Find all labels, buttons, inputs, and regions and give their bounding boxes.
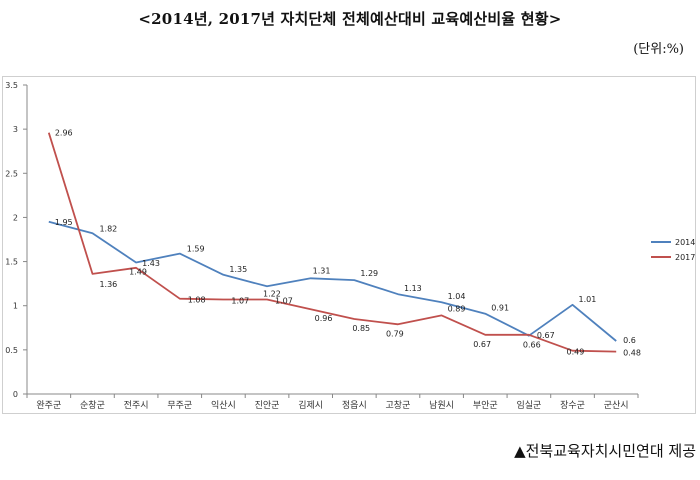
data-label: 0.91 bbox=[491, 304, 509, 313]
data-label: 0.66 bbox=[523, 341, 541, 350]
credit-text: ▲전북교육자치시민연대 제공 bbox=[514, 442, 696, 460]
data-label: 0.85 bbox=[352, 324, 370, 333]
y-tick-label: 1 bbox=[13, 302, 18, 311]
legend-label: 2017 bbox=[675, 253, 695, 262]
y-tick-label: 2.5 bbox=[5, 169, 18, 178]
x-tick-label: 정읍시 bbox=[342, 400, 367, 411]
data-label: 1.29 bbox=[360, 269, 378, 278]
data-label: 0.79 bbox=[386, 329, 404, 338]
y-tick-label: 0 bbox=[13, 390, 18, 399]
y-tick-label: 3 bbox=[13, 125, 18, 134]
chart-frame: 0 0.5 1 1.5 2 2.5 3 3.5 완주군 순창군 전주시 무주군 익산시 진안군 김제시 정읍시… bbox=[2, 76, 696, 414]
y-tick-label: 3.5 bbox=[5, 81, 18, 90]
data-label: 0.48 bbox=[623, 349, 641, 358]
data-label: 0.6 bbox=[623, 336, 636, 345]
x-tick-label: 진안군 bbox=[255, 400, 280, 411]
data-label: 1.95 bbox=[55, 218, 73, 227]
data-label: 1.59 bbox=[187, 245, 205, 254]
data-label: 1.49 bbox=[129, 267, 147, 276]
data-label: 1.13 bbox=[404, 284, 422, 293]
series-line-2017 bbox=[47, 132, 617, 353]
data-label: 1.35 bbox=[229, 265, 247, 274]
x-tick-label: 장수군 bbox=[560, 400, 585, 411]
data-label: 0.49 bbox=[567, 348, 585, 357]
x-tick-label: 전주시 bbox=[124, 400, 149, 411]
data-label: 1.22 bbox=[263, 289, 281, 298]
page-title: <2014년, 2017년 자치단체 전체예산대비 교육예산비율 현황> bbox=[138, 10, 562, 28]
data-label: 0.67 bbox=[473, 340, 491, 349]
data-label: 1.36 bbox=[99, 280, 117, 289]
x-tick-label: 남원시 bbox=[429, 400, 454, 411]
x-tick-label: 부안군 bbox=[473, 400, 498, 411]
data-label: 0.67 bbox=[537, 331, 555, 340]
data-label: 1.31 bbox=[313, 266, 331, 275]
data-label: 1.07 bbox=[275, 297, 293, 306]
data-label: 1.08 bbox=[188, 296, 206, 305]
data-label: 0.89 bbox=[448, 304, 466, 313]
series-line-2014 bbox=[48, 220, 617, 342]
y-tick-label: 0.5 bbox=[5, 346, 18, 355]
x-tick-label: 임실군 bbox=[516, 399, 541, 411]
data-label: 1.43 bbox=[142, 259, 160, 268]
x-tick-label: 군산시 bbox=[604, 400, 629, 411]
x-tick-label: 무주군 bbox=[167, 400, 192, 411]
data-label: 2.96 bbox=[55, 129, 73, 138]
x-tick-label: 김제시 bbox=[298, 399, 323, 411]
x-tick-label: 순창군 bbox=[80, 400, 105, 411]
data-label: 1.07 bbox=[231, 297, 249, 306]
legend-label: 2014 bbox=[675, 238, 695, 247]
data-label: 0.96 bbox=[315, 314, 333, 323]
data-label: 1.82 bbox=[99, 224, 117, 233]
line-chart: 0 0.5 1 1.5 2 2.5 3 3.5 완주군 순창군 전주시 무주군 익산시 진안군 김제시 정읍시… bbox=[5, 81, 695, 411]
y-tick-label: 1.5 bbox=[5, 258, 18, 267]
data-label: 1.04 bbox=[448, 292, 466, 301]
y-tick-label: 2 bbox=[13, 213, 18, 222]
unit-label: (단위:%) bbox=[633, 42, 684, 57]
x-tick-label: 완주군 bbox=[36, 400, 61, 411]
x-tick-label: 익산시 bbox=[211, 399, 236, 411]
data-label: 1.01 bbox=[579, 295, 597, 304]
x-tick-label: 고창군 bbox=[386, 400, 411, 411]
